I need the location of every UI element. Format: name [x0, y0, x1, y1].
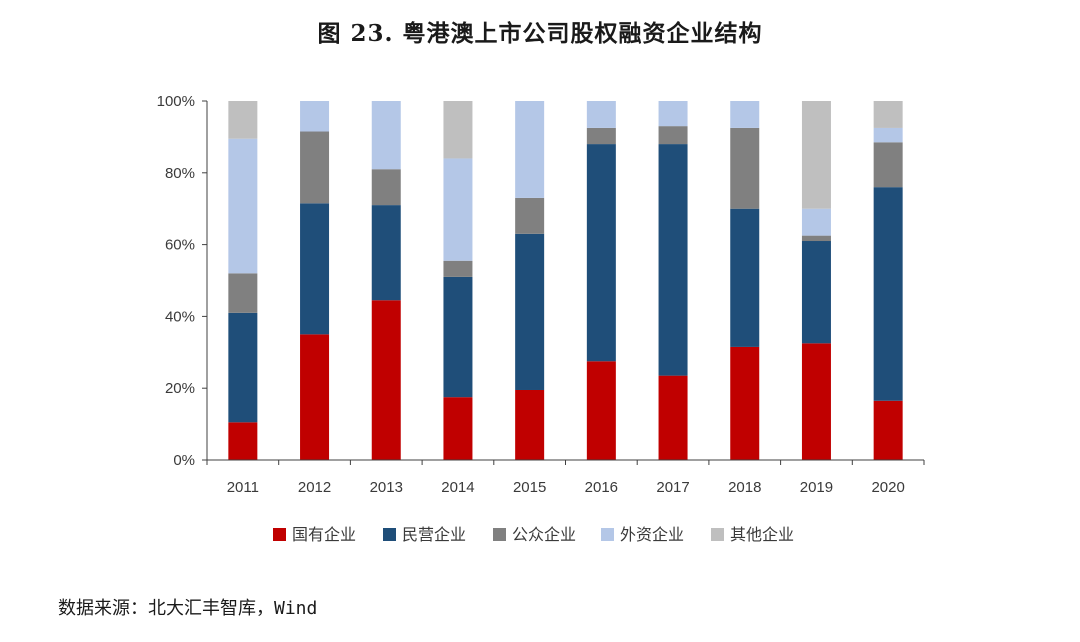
y-tick-label: 60%: [165, 237, 195, 254]
bar-segment-2019-series-2: [801, 235, 831, 242]
x-tick-label-2014: 2014: [441, 479, 474, 496]
bar-segment-2015-series-1: [515, 233, 545, 390]
bar-segment-2013-series-1: [371, 205, 401, 301]
bar-segment-2020-series-2: [873, 142, 903, 188]
legend-item-3: 外资企业: [601, 525, 684, 544]
bar-segment-2017-series-0: [658, 375, 688, 460]
legend-label: 其他企业: [730, 525, 794, 544]
source-note: 数据来源：北大汇丰智库，Wind: [58, 598, 318, 619]
legend: 国有企业 民营企业 公众企业 外资企业 其他企业: [273, 525, 794, 544]
x-tick-label-2012: 2012: [298, 479, 331, 496]
bar-segment-2014-series-2: [443, 260, 473, 277]
bar-segment-2018-series-0: [730, 346, 760, 460]
bars-layer: [228, 101, 903, 460]
bar-segment-2015-series-0: [515, 390, 545, 460]
bar-segment-2019-series-1: [801, 241, 831, 344]
legend-swatch: [383, 528, 396, 541]
x-tick-label-2019: 2019: [800, 479, 833, 496]
y-tick-label: 40%: [165, 308, 195, 325]
bar-segment-2013-series-3: [371, 101, 401, 170]
bar-segment-2020-series-1: [873, 187, 903, 401]
bar-segment-2011-series-4: [228, 101, 258, 139]
x-tick-label-2016: 2016: [585, 479, 618, 496]
y-tick-label: 80%: [165, 165, 195, 182]
bar-segment-2015-series-3: [515, 101, 545, 198]
bar-segment-2011-series-2: [228, 273, 258, 313]
bar-segment-2017-series-3: [658, 101, 688, 127]
y-tick-label: 0%: [173, 452, 195, 469]
legend-swatch: [601, 528, 614, 541]
bar-segment-2019-series-0: [801, 343, 831, 460]
bar-segment-2012-series-0: [300, 334, 330, 460]
bar-segment-2017-series-2: [658, 126, 688, 145]
x-tick-label-2017: 2017: [656, 479, 689, 496]
bar-segment-2011-series-3: [228, 138, 258, 274]
bar-segment-2016-series-0: [586, 361, 616, 460]
legend-swatch: [711, 528, 724, 541]
bar-segment-2011-series-1: [228, 312, 258, 423]
x-tick-label-2015: 2015: [513, 479, 546, 496]
axes-layer: 0% 20% 40% 60% 80% 100% 2011 2012 2013 2014 2015 20…: [157, 93, 925, 496]
bar-segment-2018-series-1: [730, 208, 760, 347]
legend-item-0: 国有企业: [273, 525, 356, 544]
x-tick-label-2011: 2011: [227, 479, 259, 496]
bar-segment-2012-series-2: [300, 131, 330, 204]
bar-segment-2018-series-2: [730, 127, 760, 209]
x-tick-label-2013: 2013: [370, 479, 403, 496]
bar-segment-2017-series-1: [658, 144, 688, 376]
legend-item-2: 公众企业: [493, 525, 576, 544]
x-tick-label-2018: 2018: [728, 479, 761, 496]
bar-segment-2016-series-1: [586, 144, 616, 362]
legend-swatch: [493, 528, 506, 541]
legend-label: 公众企业: [512, 525, 576, 544]
stacked-bar-chart: 0% 20% 40% 60% 80% 100% 2011 2012 2013 2014 2015 20…: [157, 93, 925, 544]
bar-segment-2018-series-3: [730, 101, 760, 128]
bar-segment-2013-series-2: [371, 169, 401, 206]
y-tick-label: 20%: [165, 380, 195, 397]
chart-title: 图 23. 粤港澳上市公司股权融资企业结构: [317, 20, 763, 47]
bar-segment-2014-series-4: [443, 101, 473, 159]
bar-segment-2013-series-0: [371, 300, 401, 460]
bar-segment-2020-series-0: [873, 400, 903, 460]
x-tick-label-2020: 2020: [871, 479, 904, 496]
bar-segment-2012-series-3: [300, 101, 330, 132]
bar-segment-2019-series-4: [801, 101, 831, 209]
legend-item-4: 其他企业: [711, 525, 794, 544]
legend-label: 民营企业: [402, 525, 466, 544]
bar-segment-2020-series-4: [873, 101, 903, 128]
bar-segment-2016-series-2: [586, 127, 616, 145]
bar-segment-2015-series-2: [515, 197, 545, 234]
legend-item-1: 民营企业: [383, 525, 466, 544]
bar-segment-2012-series-1: [300, 203, 330, 335]
bar-segment-2020-series-3: [873, 127, 903, 143]
legend-label: 外资企业: [620, 525, 684, 544]
bar-segment-2014-series-0: [443, 397, 473, 460]
bar-segment-2011-series-0: [228, 422, 258, 460]
legend-swatch: [273, 528, 286, 541]
bar-segment-2019-series-3: [801, 208, 831, 236]
legend-label: 国有企业: [292, 525, 356, 544]
bar-segment-2014-series-3: [443, 158, 473, 261]
y-tick-label: 100%: [157, 93, 195, 110]
bar-segment-2014-series-1: [443, 276, 473, 398]
bar-segment-2016-series-3: [586, 101, 616, 128]
